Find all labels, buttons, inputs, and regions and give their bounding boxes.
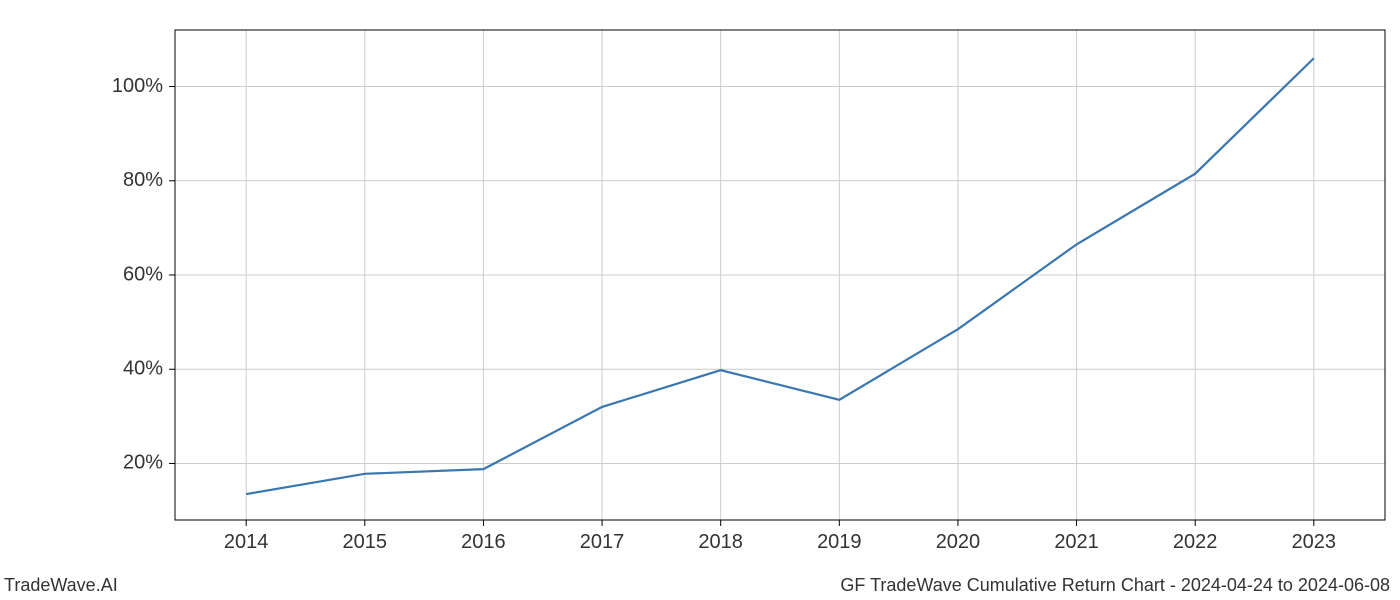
x-tick-label: 2019 — [817, 531, 862, 553]
chart-bg — [0, 0, 1400, 600]
chart-container: 2014 2015 2016 2017 2018 2019 2020 2021 2022 2023… — [0, 0, 1400, 600]
x-tick-label: 2020 — [936, 531, 981, 553]
x-tick-label: 2021 — [1054, 531, 1099, 553]
x-tick-label: 2015 — [343, 531, 388, 553]
y-tick-label: 20% — [123, 452, 163, 474]
x-tick-label: 2022 — [1173, 531, 1218, 553]
y-tick-label: 40% — [123, 358, 163, 380]
x-tick-label: 2018 — [698, 531, 743, 553]
x-tick-label: 2014 — [224, 531, 269, 553]
footer-brand: TradeWave.AI — [4, 575, 118, 596]
y-tick-label: 80% — [123, 169, 163, 191]
x-tick-label: 2023 — [1292, 531, 1337, 553]
footer-caption: GF TradeWave Cumulative Return Chart - 2… — [840, 575, 1390, 596]
line-chart: 2014 2015 2016 2017 2018 2019 2020 2021 2022 2023… — [0, 0, 1400, 600]
x-tick-label: 2016 — [461, 531, 506, 553]
y-tick-label: 60% — [123, 263, 163, 285]
y-tick-label: 100% — [112, 75, 163, 97]
x-tick-label: 2017 — [580, 531, 625, 553]
